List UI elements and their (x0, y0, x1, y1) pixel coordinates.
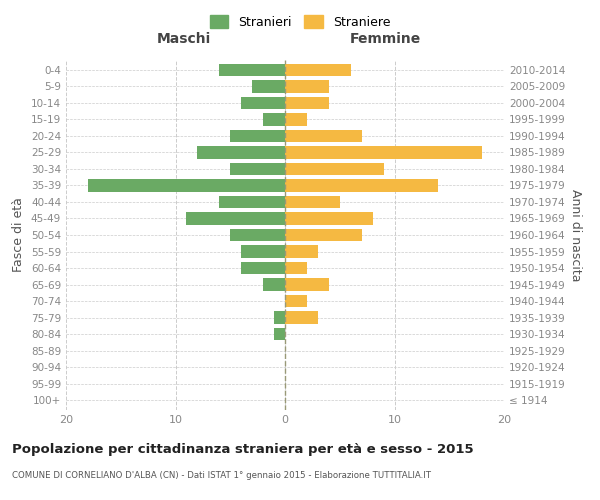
Bar (220, 196, 285, 208)
Bar (88, 180, 285, 192)
Bar (230, 163, 285, 175)
Legend: Stranieri, Straniere: Stranieri, Straniere (206, 11, 394, 32)
Text: Popolazione per cittadinanza straniera per età e sesso - 2015: Popolazione per cittadinanza straniera p… (12, 442, 473, 456)
Bar (241, 246, 285, 258)
Bar (220, 64, 285, 76)
Bar (263, 113, 285, 126)
Bar (285, 229, 362, 241)
Bar (252, 80, 285, 92)
Bar (285, 130, 362, 142)
Bar (285, 312, 318, 324)
Text: Maschi: Maschi (157, 32, 211, 46)
Bar (274, 328, 285, 340)
Bar (285, 113, 307, 126)
Text: COMUNE DI CORNELIANO D'ALBA (CN) - Dati ISTAT 1° gennaio 2015 - Elaborazione TUT: COMUNE DI CORNELIANO D'ALBA (CN) - Dati … (12, 471, 431, 480)
Bar (285, 64, 351, 76)
Bar (230, 229, 285, 241)
Y-axis label: Fasce di età: Fasce di età (13, 198, 25, 272)
Bar (285, 80, 329, 92)
Bar (285, 212, 373, 224)
Bar (263, 278, 285, 290)
Text: Femmine: Femmine (350, 32, 421, 46)
Bar (285, 262, 307, 274)
Bar (285, 246, 318, 258)
Bar (197, 146, 285, 158)
Bar (285, 196, 340, 208)
Bar (241, 262, 285, 274)
Bar (274, 312, 285, 324)
Bar (285, 278, 329, 290)
Bar (187, 212, 285, 224)
Bar (285, 295, 307, 307)
Bar (285, 96, 329, 109)
Bar (241, 96, 285, 109)
Bar (285, 146, 482, 158)
Bar (230, 130, 285, 142)
Bar (285, 163, 383, 175)
Bar (285, 180, 439, 192)
Y-axis label: Anni di nascita: Anni di nascita (569, 188, 582, 281)
